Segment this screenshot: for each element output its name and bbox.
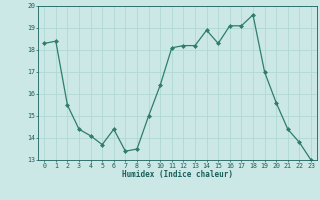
- X-axis label: Humidex (Indice chaleur): Humidex (Indice chaleur): [122, 170, 233, 179]
